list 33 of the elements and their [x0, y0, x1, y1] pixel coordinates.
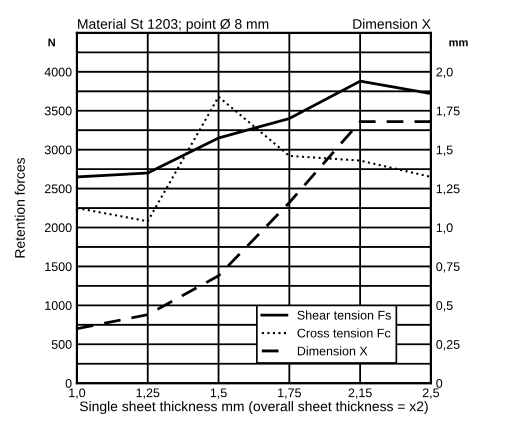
legend-label: Shear tension Fs	[297, 310, 391, 320]
y-tick-label: 1000	[45, 301, 72, 310]
y2-tick-label: 0,25	[436, 340, 460, 350]
x-tick-label: 2,5	[422, 388, 440, 399]
y-tick-label: 2000	[44, 223, 72, 232]
x-tick-label: 1,0	[69, 388, 86, 399]
y2-tick-label: 0	[436, 378, 442, 388]
text: N	[48, 38, 55, 46]
y2-axis-title: Dimension X	[353, 18, 431, 29]
legend-label: Cross tension Fc	[298, 328, 390, 338]
y2-tick-label: 1,25	[436, 184, 460, 195]
y-tick-label: 1500	[45, 262, 72, 272]
y2-tick-label: 0,5	[436, 301, 453, 312]
y2-tick-label: 1,5	[436, 146, 453, 156]
x-tick-label: 1,75	[278, 388, 301, 399]
legend-label: Dimension X	[298, 346, 368, 356]
y-tick-label: 2500	[44, 184, 72, 194]
y-tick-label: 3000	[44, 145, 72, 154]
y2-tick-label: 1,75	[436, 106, 460, 117]
y-tick-label: 0	[66, 378, 72, 388]
y-tick-label: 3500	[44, 106, 72, 116]
y-axis-title: Retention forces	[14, 158, 25, 258]
text: mm	[449, 40, 468, 46]
x-tick-label: 2,15	[348, 388, 372, 399]
x-axis-title: Single sheet thickness mm (overall sheet thickness = x2)	[80, 401, 428, 414]
x-tick-label: 1,25	[136, 388, 160, 399]
y-tick-label: 500	[52, 340, 72, 349]
y2-tick-label: 2,0	[436, 68, 453, 78]
y-tick-label: 4000	[44, 68, 72, 76]
y2-tick-label: 0,75	[436, 262, 460, 273]
y2-tick-label: 1,0	[436, 223, 453, 234]
x-tick-label: 1,5	[210, 388, 227, 399]
chart-title: Material St 1203; point Ø 8 mm	[78, 18, 268, 32]
